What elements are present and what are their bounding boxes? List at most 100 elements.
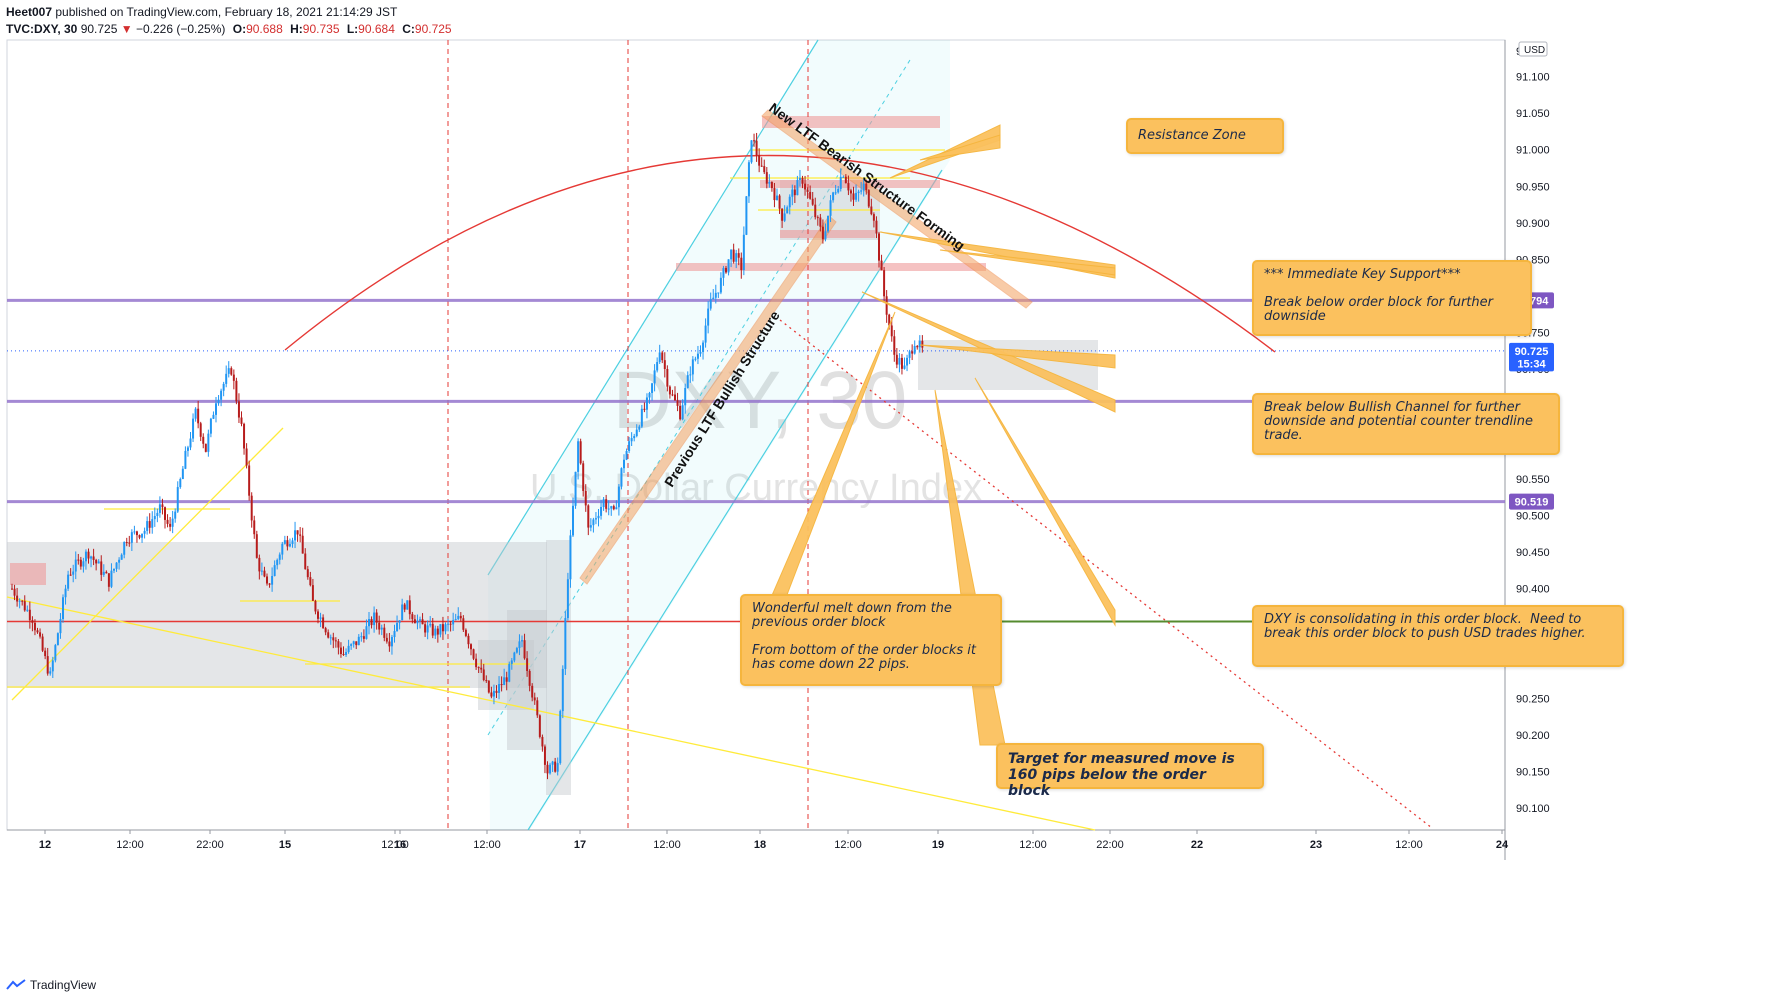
candle-body [490,692,493,697]
candle-body [16,595,19,602]
candle-body [255,534,258,558]
candle-body [271,575,274,585]
candle-body [436,628,439,635]
candle-body [467,635,470,645]
time-tick-label: 22:00 [196,839,224,851]
candle-body [719,277,722,293]
candle-body [893,336,896,355]
callout-target[interactable]: Target for measured move is 160 pips bel… [996,743,1264,799]
candle-body [143,530,146,534]
price-label-box-1 [1509,342,1554,359]
candle-body [668,386,671,395]
candle-body [824,231,827,240]
candle-body [865,183,868,191]
candle-body [880,260,883,271]
candle-body [18,600,21,602]
candle-body [444,624,447,632]
candle-body [447,623,450,625]
candle-body [625,451,628,460]
callout-key-support[interactable]: *** Immediate Key Support*** Break below… [1252,260,1532,336]
candle-body [521,640,523,642]
candle-body [538,715,541,737]
callout-break-channel[interactable]: Break below Bullish Channel for further … [1252,393,1560,455]
symbol-name[interactable]: TVC:DXY, 30 [6,22,78,36]
time-tick-label: 12:00 [1395,839,1423,851]
candle-body [878,233,880,261]
candle-body [95,559,98,564]
candle-body [215,403,217,415]
callout-meltdown[interactable]: Wonderful melt down from the previous or… [740,594,1002,686]
candle-body [105,571,108,574]
price-tick-label: 91.050 [1516,108,1550,120]
candle-body [753,140,756,142]
price-tick-label: 90.400 [1516,584,1550,596]
candle-body [475,658,478,668]
candle-body [671,394,674,396]
candle-body [485,680,488,682]
candle-body [413,619,416,624]
down-arrow-icon: ▼ [120,22,133,36]
candle-body [834,192,837,194]
tradingview-footer[interactable]: TradingView [6,978,96,992]
candle-body [888,314,891,326]
candle-body [161,504,164,508]
candle-body [276,559,279,566]
candle-body [577,441,580,472]
candle-body [266,576,268,584]
time-tick-label: 22:00 [1096,839,1124,851]
candle-body [857,191,860,193]
candle-body [184,450,187,469]
candle-body [281,543,284,555]
candle-body [204,443,207,452]
candle-body [819,217,822,227]
candle-body [383,627,386,638]
candle-body [768,182,771,184]
candle-body [612,506,615,510]
time-tick-label: 12:00 [1019,839,1047,851]
candle-body [492,690,495,697]
candle-body [505,677,508,682]
candle-body [635,429,638,437]
candle-body [360,636,363,638]
candle-body [368,619,370,627]
candle-body [704,325,707,343]
candle-body [559,711,562,764]
candle-body [645,397,648,410]
candle-body [220,390,223,400]
candle-body [477,667,480,669]
price-tick-label: 90.100 [1516,803,1550,815]
candle-body [518,641,521,649]
candle-body [523,640,526,659]
candle-body [725,267,727,273]
candle-body [171,518,174,527]
candle-body [630,438,633,442]
candle-body [232,374,235,381]
time-tick-label: 12 [39,839,51,851]
candle-body [49,671,52,674]
candle-body [908,351,911,358]
candle-body [365,626,368,639]
price-tick-label: 90.450 [1516,547,1550,559]
candle-body [283,540,286,544]
candle-body [332,637,335,641]
candle-body [230,368,233,375]
candle-body [33,622,36,631]
author-name[interactable]: Heet007 [6,5,53,19]
close-value: 90.725 [414,22,452,36]
candle-body [482,669,485,681]
candle-body [454,619,457,621]
candle-body [130,532,133,543]
candle-body [556,763,559,772]
candle-body [87,551,90,559]
candle-body [135,531,138,536]
candle-body [278,554,281,560]
candle-body [449,623,452,625]
candle-body [327,632,330,638]
candle-body [245,448,248,466]
callout-consolidating[interactable]: DXY is consolidating in this order block… [1252,605,1624,667]
candle-body [717,292,720,294]
candle-body [783,213,786,221]
callout-resistance-zone[interactable]: Resistance Zone [1126,118,1284,154]
